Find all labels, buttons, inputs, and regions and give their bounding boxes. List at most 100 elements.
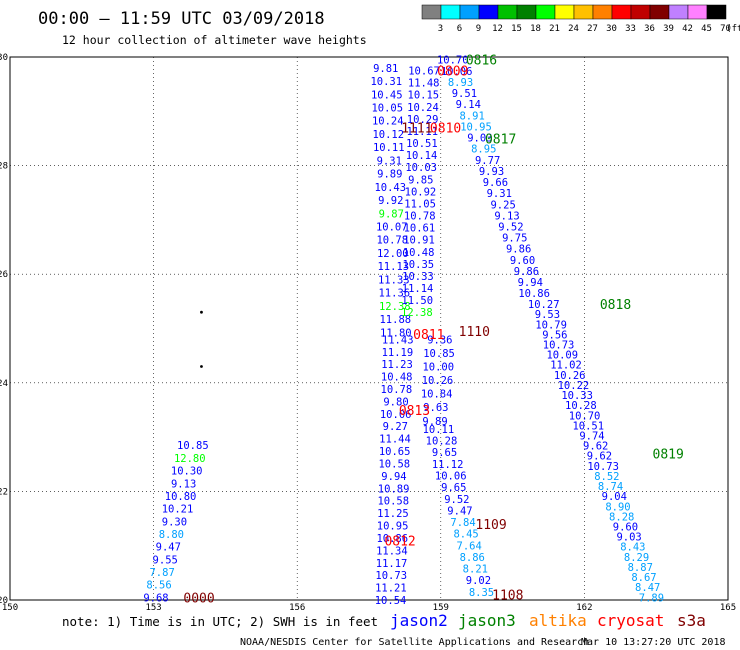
colorbar-swatch xyxy=(497,4,518,20)
wave-height-label: 9.51 xyxy=(452,88,477,100)
colorbar-swatch xyxy=(421,4,442,20)
colorbar-swatch xyxy=(440,4,461,20)
wave-height-label: 7.64 xyxy=(457,540,482,552)
wave-height-label: 11.80 xyxy=(380,327,412,339)
colorbar-swatch xyxy=(554,4,575,20)
wave-height-label: 8.74 xyxy=(598,481,623,493)
colorbar-swatch xyxy=(611,4,632,20)
wave-height-label: 9.53 xyxy=(535,309,560,321)
wave-height-label: 10.35 xyxy=(402,259,434,271)
y-tick-label: 22 xyxy=(0,487,8,497)
wave-height-label: 10.73 xyxy=(587,461,619,473)
wave-height-label: 9.03 xyxy=(616,532,641,544)
wave-height-label: 10.28 xyxy=(565,400,597,412)
colorbar-unit: (ft) xyxy=(726,24,740,34)
wave-height-label: 9.89 xyxy=(422,416,447,428)
wave-height-label: 11.02 xyxy=(550,360,582,372)
wave-height-label: 10.61 xyxy=(404,223,436,235)
time-label: 0811 xyxy=(413,328,444,343)
wave-height-label: 8.52 xyxy=(594,471,619,483)
legend-jason3: jason3 xyxy=(458,611,516,630)
wave-height-label: 11.17 xyxy=(376,558,408,570)
time-label: 0819 xyxy=(653,447,684,462)
wave-height-label: 10.85 xyxy=(177,440,209,452)
wave-height-label: 10.45 xyxy=(371,89,403,101)
wave-height-label: 9.74 xyxy=(579,431,604,443)
x-tick-label: 156 xyxy=(289,603,305,613)
position-mark xyxy=(200,310,203,314)
wave-height-label: 10.78 xyxy=(376,235,408,247)
wave-height-label: 11.33 xyxy=(378,274,410,286)
wave-height-label: 9.62 xyxy=(587,451,612,463)
wave-height-label: 11.36 xyxy=(378,288,410,300)
wave-height-label: 11.23 xyxy=(381,359,413,371)
wave-height-label: 10.11 xyxy=(423,424,455,436)
wave-height-label: 9.25 xyxy=(490,199,515,211)
wave-height-label: 10.95 xyxy=(460,121,492,133)
wave-height-label: 10.58 xyxy=(377,496,409,508)
wave-height-label: 10.07 xyxy=(376,222,408,234)
wave-height-label: 9.68 xyxy=(143,592,168,604)
colorbar-label: 15 xyxy=(511,24,522,34)
wave-height-label: 10.31 xyxy=(370,76,402,88)
wave-height-label: 10.54 xyxy=(375,595,407,607)
colorbar-label: 33 xyxy=(625,24,636,34)
wave-height-label: 10.48 xyxy=(403,247,435,259)
wave-height-label: 10.11 xyxy=(373,142,405,154)
wave-height-label: 8.93 xyxy=(448,77,473,89)
x-tick-label: 165 xyxy=(720,603,736,613)
wave-height-label: 9.30 xyxy=(162,516,187,528)
colorbar-label: 6 xyxy=(457,24,462,34)
colorbar-label: 45 xyxy=(701,24,712,34)
wave-height-label: 10.70 xyxy=(569,410,601,422)
wave-height-label: 7.89 xyxy=(639,592,664,604)
chart-subtitle: 12 hour collection of altimeter wave hei… xyxy=(62,33,367,47)
y-tick-label: 28 xyxy=(0,162,8,172)
colorbar-label: 9 xyxy=(476,24,481,34)
wave-height-label: 10.73 xyxy=(543,340,575,352)
y-tick-label: 20 xyxy=(0,596,8,606)
wave-height-label: 10.22 xyxy=(558,380,590,392)
wave-height-label: 10.27 xyxy=(528,299,560,311)
footer-timestamp: Mar 10 13:27:20 UTC 2018 xyxy=(581,637,726,648)
x-tick-label: 153 xyxy=(145,603,161,613)
colorbar-label: 12 xyxy=(492,24,503,34)
wave-height-label: 9.52 xyxy=(498,221,523,233)
wave-height-label: 11.12 xyxy=(432,459,464,471)
wave-height-label: 11.25 xyxy=(377,508,409,520)
colorbar-label: 70 xyxy=(720,24,731,34)
wave-height-label: 10.51 xyxy=(572,420,604,432)
wave-height-label: 9.14 xyxy=(456,99,481,111)
wave-height-label: 8.56 xyxy=(146,580,171,592)
wave-height-label: 11.13 xyxy=(377,261,409,273)
wave-height-label: 10.12 xyxy=(372,129,404,141)
wave-height-label: 9.87 xyxy=(379,208,404,220)
wave-height-label: 8.43 xyxy=(620,542,645,554)
wave-height-label: 8.95 xyxy=(471,144,496,156)
footer-credit: NOAA/NESDIS Center for Satellite Applica… xyxy=(240,637,589,648)
colorbar-swatch xyxy=(649,4,670,20)
y-tick-label: 24 xyxy=(0,379,8,389)
wave-height-label: 10.43 xyxy=(374,182,406,194)
wave-height-label: 10.58 xyxy=(378,458,410,470)
wave-height-label: 10.84 xyxy=(421,389,453,401)
wave-height-label: 9.92 xyxy=(378,195,403,207)
wave-height-label: 12.80 xyxy=(174,453,206,465)
wave-height-label: 10.67 xyxy=(408,66,440,78)
wave-height-label: 9.56 xyxy=(542,329,567,341)
wave-height-label: 9.27 xyxy=(383,421,408,433)
wave-height-label: 10.05 xyxy=(371,103,403,115)
wave-height-label: 9.60 xyxy=(613,522,638,534)
wave-height-label: 10.03 xyxy=(405,162,437,174)
colorbar-swatch xyxy=(573,4,594,20)
time-label: 0812 xyxy=(384,534,415,549)
wave-height-label: 9.66 xyxy=(483,177,508,189)
wave-height-label: 11.11 xyxy=(406,126,438,138)
wave-height-label: 10.06 xyxy=(380,409,412,421)
footer-note: note: 1) Time is in UTC; 2) SWH is in fe… xyxy=(62,614,378,629)
wave-height-label: 10.80 xyxy=(165,491,197,503)
colorbar-swatch xyxy=(516,4,537,20)
wave-height-label: 11.14 xyxy=(402,283,434,295)
colorbar-label: 21 xyxy=(549,24,560,34)
wave-height-label: 9.31 xyxy=(377,155,402,167)
